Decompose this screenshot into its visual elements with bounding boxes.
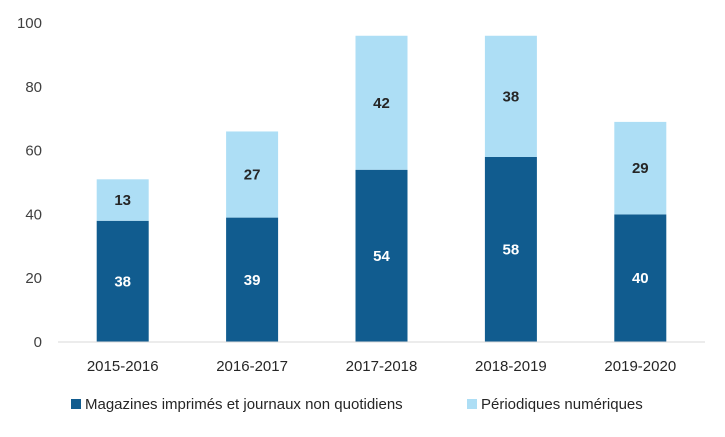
bar-segment-digital (96, 179, 149, 221)
legend-label: Magazines imprimés et journaux non quoti… (85, 396, 403, 413)
data-label: 58 (503, 241, 520, 258)
bar-segment-print (226, 217, 279, 342)
data-label: 38 (503, 88, 520, 105)
bar-segment-digital (355, 35, 408, 170)
y-tick-label: 80 (25, 79, 42, 96)
data-label: 38 (114, 273, 131, 290)
bar-segment-digital (226, 131, 279, 218)
data-label: 39 (244, 272, 261, 289)
legend: Magazines imprimés et journaux non quoti… (71, 396, 643, 413)
x-tick-label: 2017-2018 (346, 358, 418, 375)
x-tick-label: 2019-2020 (604, 358, 676, 375)
data-label: 42 (373, 95, 390, 112)
x-axis: 2015-2016 2016-2017 2017-2018 2018-2019 2019… (58, 341, 705, 375)
x-tick-label: 2016-2017 (216, 358, 288, 375)
bar-segment-print (355, 169, 408, 342)
data-label: 13 (114, 192, 131, 209)
y-tick-label: 0 (34, 334, 42, 351)
legend-swatch (71, 399, 81, 409)
data-label: 29 (632, 160, 649, 177)
bar-segment-digital (484, 35, 537, 157)
y-tick-label: 100 (17, 15, 42, 32)
data-label: 54 (373, 248, 390, 265)
x-tick-label: 2018-2019 (475, 358, 547, 375)
bars-group: 38 13 39 27 54 42 58 38 40 29 (96, 35, 667, 342)
y-tick-label: 20 (25, 270, 42, 287)
data-label: 27 (244, 167, 261, 184)
x-tick-label: 2015-2016 (87, 358, 159, 375)
legend-swatch (467, 399, 477, 409)
bar-segment-digital (614, 121, 667, 215)
data-label: 40 (632, 270, 649, 287)
bar-segment-print (484, 156, 537, 342)
y-axis: 0 20 40 60 80 100 (17, 15, 42, 351)
y-tick-label: 60 (25, 143, 42, 160)
legend-label: Périodiques numériques (481, 396, 643, 413)
bar-segment-print (614, 214, 667, 342)
bar-segment-print (96, 220, 149, 342)
y-tick-label: 40 (25, 206, 42, 223)
